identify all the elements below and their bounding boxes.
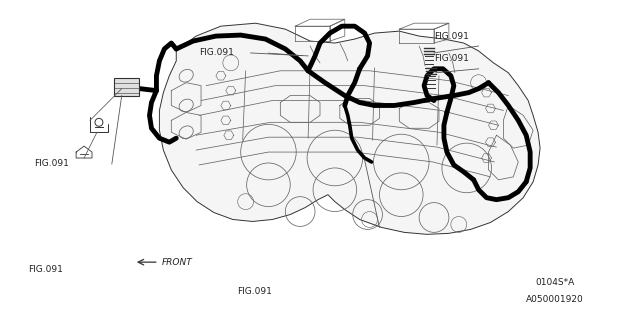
Polygon shape <box>159 23 540 234</box>
Text: FIG.091: FIG.091 <box>35 159 69 168</box>
Text: FIG.091: FIG.091 <box>200 48 234 57</box>
Text: A050001920: A050001920 <box>526 295 584 304</box>
Text: 0104S*A: 0104S*A <box>536 278 575 287</box>
Text: FIG.091: FIG.091 <box>434 54 469 63</box>
Text: FRONT: FRONT <box>162 258 193 267</box>
Text: FIG.091: FIG.091 <box>28 265 63 274</box>
Text: FIG.091: FIG.091 <box>434 32 469 41</box>
FancyBboxPatch shape <box>114 78 139 96</box>
Text: FIG.091: FIG.091 <box>237 287 273 296</box>
